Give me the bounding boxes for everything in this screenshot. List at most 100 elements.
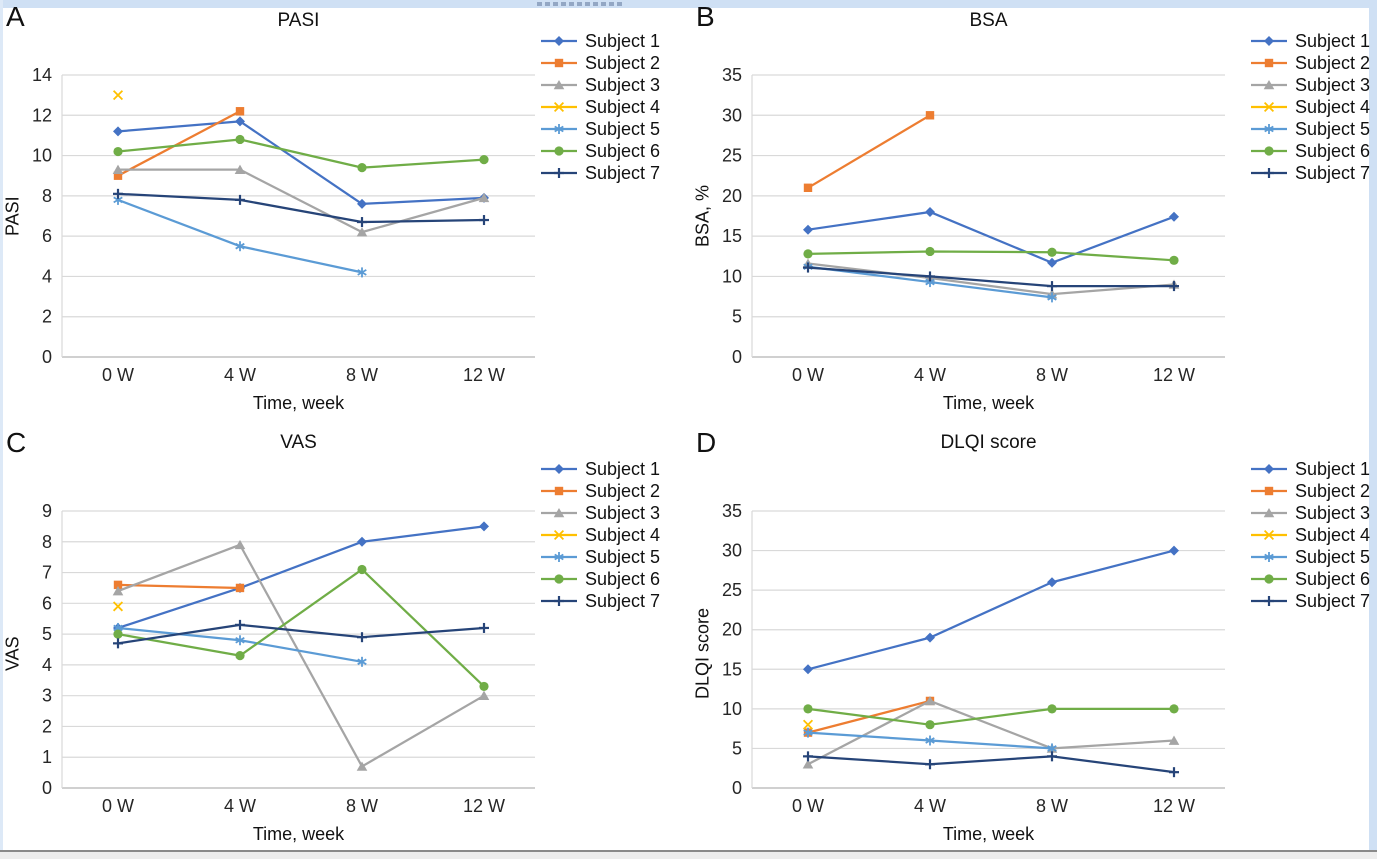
marker-subject-6 [1169,704,1179,714]
y-tick-label: 1 [42,747,52,767]
legend-marker-subject-1 [1251,464,1287,474]
marker-subject-1 [357,536,367,547]
series-line-subject-3 [117,543,485,768]
legend-item-subject-1: Subject 1 [540,458,660,480]
x-tick-label: 12 W [1153,365,1195,385]
legend-marker-glyph-subject-5 [554,124,564,134]
legend-marker-glyph-subject-7 [554,596,564,606]
legend-item-subject-7: Subject 7 [1250,162,1370,184]
legend-item-subject-1: Subject 1 [1250,458,1370,480]
legend-label: Subject 6 [1295,568,1371,589]
plot-area: 0 1 2 3 4 5 6 7 8 9 0 W 4 W 8 W 12 W [42,501,535,816]
series-line-subject-1 [807,549,1175,671]
legend-marker-subject-5 [1251,124,1287,134]
y-tick-label: 35 [722,65,742,85]
marker-subject-4 [112,601,124,612]
marker-subject-3 [356,227,368,237]
marker-subject-3 [802,759,814,769]
legend-marker-subject-7 [1251,168,1287,178]
marker-subject-7 [113,188,123,199]
y-tick-label: 10 [32,146,52,166]
marker-subject-6 [357,564,367,575]
legend-marker-subject-5 [1251,552,1287,562]
marker-subject-7 [479,622,489,633]
legend-label: Subject 6 [585,568,661,589]
legend-marker-subject-6 [541,574,577,584]
legend-marker-glyph-subject-5 [1264,552,1274,562]
y-tick-label: 7 [42,563,52,583]
marker-subject-1 [925,206,935,217]
legend-label: Subject 2 [585,52,661,73]
marker-subject-6 [925,246,935,257]
marker-subject-3 [924,695,936,706]
x-axis-title: Time, week [252,824,345,844]
x-tick-label: 0 W [102,796,134,816]
y-tick-label: 8 [42,186,52,206]
marker-subject-1 [479,521,489,532]
legend-item-subject-5: Subject 5 [540,118,660,140]
legend-marker-glyph-subject-7 [1264,168,1274,178]
legend-label: Subject 4 [1295,96,1371,117]
legend-marker-glyph-subject-3 [1263,80,1275,90]
marker-subject-5 [357,267,367,278]
legend-label: Subject 5 [1295,118,1371,139]
legend-marker-glyph-subject-7 [1264,596,1274,606]
legend-marker-subject-4 [1251,529,1287,541]
series-line-subject-7 [807,755,1175,774]
y-tick-label: 0 [42,778,52,798]
chart-title: DLQI score [940,432,1037,453]
marker-subject-1 [113,126,123,137]
legend-label: Subject 7 [1295,162,1371,183]
series-line-subject-1 [117,525,485,630]
legend: Subject 1 Subject 2 Subject 3 Subject 4 Subj… [1250,458,1370,612]
series-line-subject-3 [118,168,485,234]
legend-label: Subject 7 [585,162,661,183]
marker-subject-7 [925,271,935,282]
marker-subject-6 [925,720,935,730]
marker-subject-7 [113,638,123,649]
marker-subject-2 [925,111,935,120]
legend-item-subject-1: Subject 1 [1250,30,1370,52]
legend-marker-subject-1 [541,464,577,474]
y-tick-label: 6 [42,226,52,246]
y-tick-label: 0 [42,347,52,367]
series-line-subject-2 [117,110,241,177]
x-tick-label: 0 W [792,796,824,816]
marker-subject-7 [479,215,489,226]
legend-marker-subject-4 [541,101,577,113]
legend-item-subject-7: Subject 7 [1250,590,1370,612]
legend-marker-glyph-subject-2 [1264,58,1274,68]
y-tick-label: 2 [42,307,52,327]
y-tick-label: 4 [42,655,52,675]
legend-marker-subject-4 [1251,101,1287,113]
legend-marker-subject-5 [541,124,577,134]
marker-subject-5 [357,656,367,667]
legend-label: Subject 3 [585,502,661,523]
legend-label: Subject 2 [1295,52,1371,73]
legend-item-subject-3: Subject 3 [540,502,660,524]
marker-subject-1 [1169,545,1179,556]
y-tick-label: 20 [722,620,742,640]
marker-subject-7 [803,262,813,273]
panel-letter: A [6,1,25,32]
legend-item-subject-6: Subject 6 [540,568,660,590]
plot-area: 0 5 10 15 20 25 30 35 0 W 4 W 8 W 12 W [722,65,1225,385]
y-tick-label: 5 [732,307,742,327]
legend-marker-glyph-subject-6 [554,146,564,156]
series-line-subject-6 [117,138,485,169]
legend-item-subject-5: Subject 5 [1250,118,1370,140]
legend-item-subject-4: Subject 4 [1250,524,1370,546]
legend-label: Subject 6 [1295,140,1371,161]
bottom-border-strip [0,852,1377,859]
legend-marker-subject-3 [541,80,577,90]
legend-item-subject-6: Subject 6 [540,140,660,162]
legend-item-subject-7: Subject 7 [540,162,660,184]
series-line-subject-1 [807,210,1175,264]
y-tick-label: 15 [722,659,742,679]
legend-marker-glyph-subject-6 [1264,146,1274,156]
legend-item-subject-3: Subject 3 [1250,502,1370,524]
legend-marker-subject-4 [541,529,577,541]
marker-subject-6 [357,163,367,173]
marker-subject-7 [357,217,367,228]
